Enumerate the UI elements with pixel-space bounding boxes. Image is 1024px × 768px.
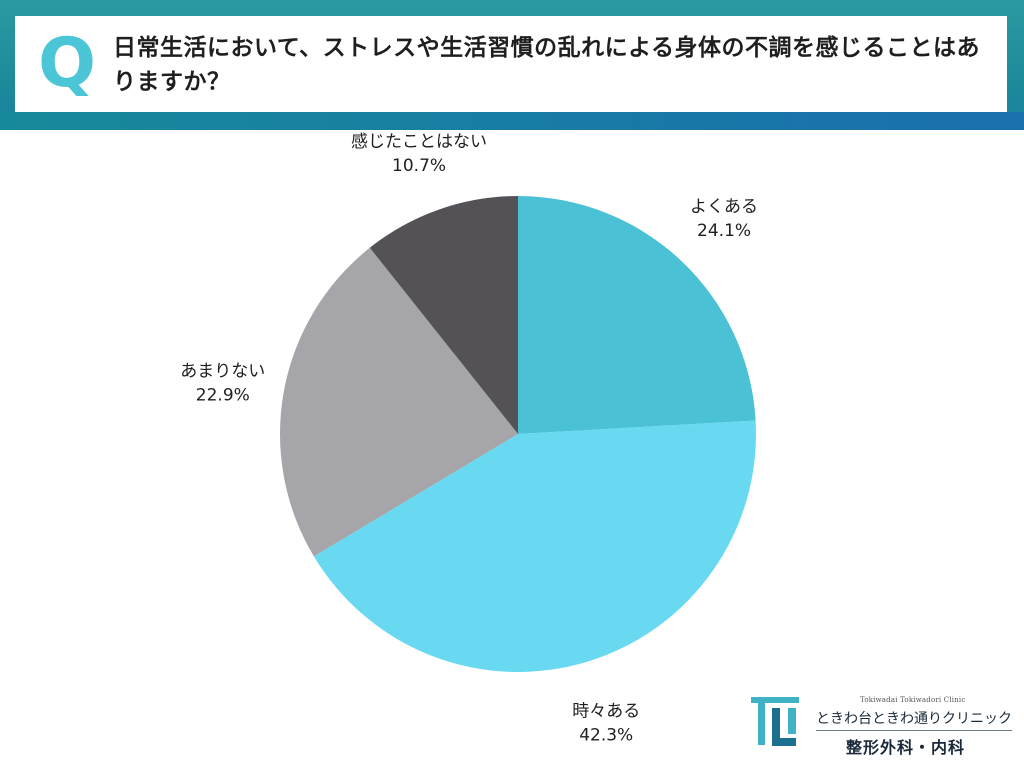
clinic-romanized-name: Tokiwadai Tokiwadori Clinic (860, 696, 966, 704)
logo-divider (816, 730, 1012, 731)
question-text: 日常生活において、ストレスや生活習慣の乱れによる身体の不調を感じることはあります… (113, 35, 980, 95)
clinic-name: ときわ台ときわ通りクリニック (816, 711, 1012, 727)
pie-slice (518, 196, 756, 434)
clinic-logo-icon (751, 697, 799, 746)
slice-value-label: 42.3% (579, 726, 633, 746)
slice-value-label: 22.9% (196, 386, 250, 406)
question-box: Q 日常生活において、ストレスや生活習慣の乱れによる身体の不調を感じることはあり… (15, 16, 1007, 112)
clinic-departments: 整形外科・内科 (846, 738, 966, 757)
slice-label: よくある (690, 197, 758, 217)
slice-value-label: 24.1% (697, 221, 751, 241)
clinic-logo: Tokiwadai Tokiwadori Clinic ときわ台ときわ通りクリニ… (748, 690, 1018, 760)
pie-slice (369, 196, 518, 434)
slice-value-label: 10.7% (392, 156, 446, 176)
slice-label: あまりない (180, 362, 265, 382)
pie-slice (313, 420, 757, 673)
pie-slice (280, 247, 518, 557)
question-mark-letter: Q (38, 24, 96, 103)
slice-label: 時々ある (572, 702, 640, 722)
slice-label: 感じたことはない (351, 132, 487, 152)
